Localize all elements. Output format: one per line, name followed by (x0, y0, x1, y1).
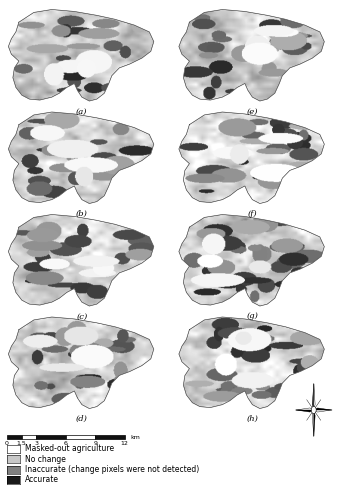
Polygon shape (312, 384, 314, 410)
Text: 9: 9 (93, 440, 97, 446)
PathPatch shape (7, 315, 157, 412)
Text: 12: 12 (121, 440, 129, 446)
Text: Masked-out agriculture: Masked-out agriculture (25, 444, 114, 453)
Circle shape (311, 406, 316, 414)
Polygon shape (314, 408, 332, 410)
Text: (e): (e) (247, 108, 258, 116)
Polygon shape (312, 410, 314, 436)
Text: 3: 3 (34, 440, 38, 446)
Bar (36, 435, 66, 440)
Text: No change: No change (25, 454, 66, 464)
Bar (66, 435, 95, 440)
Text: 6: 6 (64, 440, 68, 446)
Polygon shape (296, 410, 314, 412)
Bar (7, 435, 21, 440)
Bar (95, 435, 125, 440)
Text: (d): (d) (76, 415, 88, 423)
Text: (h): (h) (247, 415, 258, 423)
Text: 1.5: 1.5 (17, 440, 26, 446)
Text: km: km (131, 434, 140, 440)
PathPatch shape (177, 110, 327, 208)
PathPatch shape (177, 212, 327, 310)
Text: (c): (c) (76, 312, 87, 320)
PathPatch shape (177, 315, 327, 412)
Text: (g): (g) (247, 312, 258, 320)
PathPatch shape (7, 110, 157, 208)
Text: (f): (f) (248, 210, 257, 218)
Text: Inaccurate (change pixels were not detected): Inaccurate (change pixels were not detec… (25, 465, 199, 474)
Polygon shape (314, 410, 332, 412)
Text: (a): (a) (76, 108, 88, 116)
Polygon shape (314, 384, 315, 410)
Bar (21, 435, 36, 440)
PathPatch shape (7, 8, 157, 105)
PathPatch shape (7, 212, 157, 310)
PathPatch shape (177, 8, 327, 105)
Polygon shape (314, 410, 315, 436)
Text: 0: 0 (5, 440, 9, 446)
Polygon shape (296, 408, 314, 410)
Text: Accurate: Accurate (25, 476, 59, 484)
Text: (b): (b) (76, 210, 88, 218)
